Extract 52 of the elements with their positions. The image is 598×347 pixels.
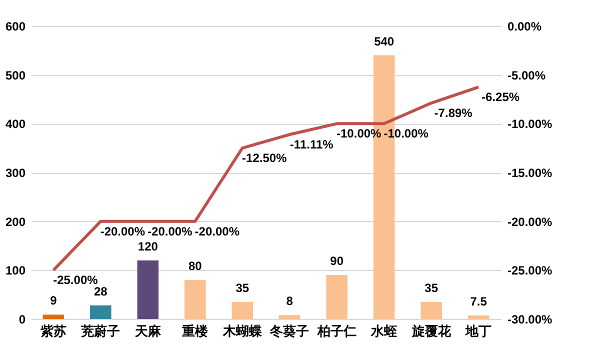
data-label: -20.00% (100, 224, 146, 238)
x-tick-label: 紫苏 (39, 324, 66, 338)
y-tick-label: 0 (18, 312, 26, 326)
data-label: -10.00% (384, 126, 429, 141)
data-label: 35 (424, 280, 438, 295)
data-label: 8 (286, 294, 294, 308)
y2-tick-label: -25.00% (508, 264, 553, 278)
bar (420, 302, 442, 319)
bar (42, 314, 64, 319)
y2-tick-label: -5.00% (508, 68, 546, 82)
y-tick-label: 400 (5, 117, 26, 132)
bar (184, 280, 206, 319)
x-tick-label: 地丁 (464, 324, 492, 338)
data-label: -20.00% (194, 224, 240, 238)
y2-tick-label: -30.00% (508, 312, 553, 326)
x-tick-label: 天麻 (134, 324, 162, 338)
data-label: 9 (50, 294, 58, 308)
bar (232, 302, 254, 319)
x-tick-label: 重楼 (181, 324, 210, 338)
data-label: -6.25% (482, 90, 520, 104)
y-tick-label: 100 (5, 264, 26, 278)
x-tick-label: 旋覆花 (410, 324, 452, 338)
data-label: -10.00% (336, 126, 382, 141)
data-label: 90 (330, 254, 344, 268)
bar (90, 305, 112, 319)
y-tick-label: 600 (5, 20, 26, 34)
bar (468, 315, 490, 319)
x-tick-label: 木蝴蝶 (222, 324, 262, 338)
data-label: -11.11% (290, 138, 334, 152)
data-label: -12.50% (242, 151, 288, 166)
y-tick-label: 500 (5, 68, 26, 82)
x-tick-label: 柏子仁 (316, 324, 356, 338)
bar (326, 275, 348, 319)
x-tick-label: 茺蔚子 (80, 324, 120, 338)
data-label: 540 (374, 34, 394, 48)
data-label: 80 (188, 258, 202, 273)
y2-tick-label: -15.00% (508, 166, 553, 180)
data-label: 35 (236, 280, 250, 295)
data-label: 120 (138, 239, 158, 254)
y2-tick-label: 0.00% (508, 20, 542, 34)
bar (137, 260, 159, 319)
y-tick-label: 200 (5, 214, 26, 229)
y2-tick-label: -10.00% (508, 117, 553, 132)
x-tick-label: 水蛭 (370, 324, 398, 338)
data-label: 7.5 (470, 294, 488, 308)
x-tick-label: 冬葵子 (269, 324, 310, 338)
y2-tick-label: -20.00% (508, 214, 553, 229)
data-label: -20.00% (148, 224, 193, 238)
y-tick-label: 300 (5, 166, 26, 180)
data-label: -7.89% (434, 106, 473, 120)
bar (278, 315, 300, 319)
line-series (52, 86, 480, 272)
